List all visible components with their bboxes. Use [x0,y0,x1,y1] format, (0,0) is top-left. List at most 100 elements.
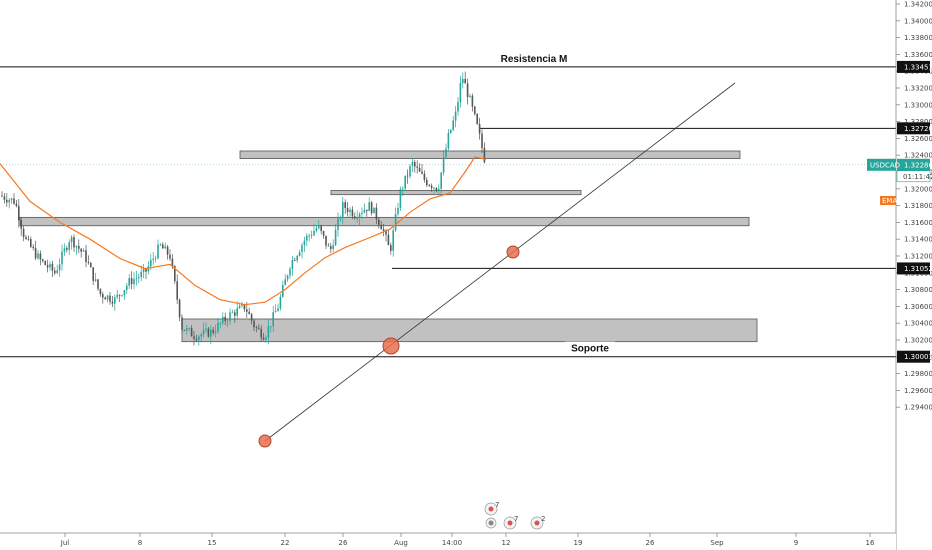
candle-body [238,305,241,309]
candle-body [241,304,243,306]
candle-body [471,95,474,107]
level-price-label: 1.30001 [904,353,932,361]
circle-marker [258,434,272,448]
event-count: 7 [495,501,499,509]
candle-body [478,124,481,134]
candle-body [414,162,416,167]
candle-body [97,279,99,289]
level-price-tag [897,350,930,363]
candle-body [68,242,70,250]
candle-body [13,198,15,204]
trendline [264,82,736,442]
candle-body [25,237,27,239]
candle-body [411,162,414,166]
candle-body [135,278,138,279]
x-tick-label: 9 [794,539,798,547]
candle-body [370,202,373,214]
candle-body [284,279,286,286]
candle-body [426,179,428,186]
candle-body [322,231,325,236]
candle-body [63,248,66,252]
candle-body [310,235,313,237]
y-tick-label: 1.30600 [904,303,932,311]
candle-body [174,266,176,282]
candle-body [54,270,56,274]
x-tick-label: 26 [339,539,348,547]
candle-body [315,228,318,231]
candle-body [332,245,334,249]
candle-body [10,198,13,201]
level-note-bg [564,341,616,355]
candle-body [459,82,462,103]
candle-body [356,217,358,219]
candle-body [274,311,277,313]
candle-body [118,294,121,296]
candle-body [154,258,157,260]
zone-rect [19,216,750,227]
current-price-label: 1.32286 [904,161,932,169]
x-tick-label: Sep [710,539,724,547]
candle-body [387,234,390,246]
symbol-label: USDCAD [870,161,900,169]
candle-body [358,213,361,218]
candle-body [346,208,349,213]
x-tick-label: Aug [394,539,408,547]
x-tick-label: 26 [646,539,655,547]
candle-body [214,331,217,333]
candle-body [318,225,320,229]
candle-body [1,195,3,197]
candle-body [27,238,30,240]
candle-body [248,311,250,315]
candle-body [368,202,370,212]
candle-body [231,312,234,314]
candle-body [145,268,147,272]
y-tick-label: 1.32000 [904,185,932,193]
candle-body [85,250,87,263]
candle-body [234,312,236,316]
candle-body [265,337,267,340]
level-lines [0,66,896,358]
candle-body [3,196,6,200]
candle-body [51,264,54,271]
candle-body [402,188,404,190]
y-tick-label: 1.29600 [904,387,932,395]
time-axis[interactable]: Jul 8 15 22 26 Aug 14:00 12 19 26 Sep 9 16 [0,532,896,550]
candle-body [452,120,454,130]
candle-body [363,209,366,213]
y-tick-label: 1.30800 [904,286,932,294]
event-icon [488,520,494,526]
candle-body [205,328,207,330]
y-tick-label: 1.33600 [904,51,932,59]
circle-marker [506,245,520,259]
zone-rect [330,190,582,196]
candle-body [90,262,92,268]
x-tick-label: 15 [208,539,217,547]
y-tick-label: 1.32400 [904,152,932,160]
y-tick-label: 1.31200 [904,253,932,261]
zone-rect [239,150,741,159]
candle-body [366,209,368,212]
y-tick-label: 1.32600 [904,135,932,143]
candle-body [337,218,339,230]
candle-body [102,294,104,298]
candle-body [404,175,406,189]
x-tick-label: 14:00 [442,539,462,547]
x-tick-label: 16 [866,539,875,547]
candle-body [397,208,399,215]
candle-body [34,247,37,259]
candle-body [454,111,457,121]
candle-body [339,217,342,219]
event-badges[interactable]: 7 7 2 [484,501,545,530]
candle-body [140,272,142,278]
candle-body [450,129,452,134]
candle-body [147,266,150,272]
candle-body [75,245,78,248]
candle-body [128,278,130,286]
candle-body [190,328,193,337]
candle-body [15,203,18,207]
price-axis[interactable]: 1.342001.340001.338001.336001.334001.332… [867,0,932,550]
circle-markers [258,245,520,448]
candle-body [114,297,116,304]
candle-body [66,248,68,250]
